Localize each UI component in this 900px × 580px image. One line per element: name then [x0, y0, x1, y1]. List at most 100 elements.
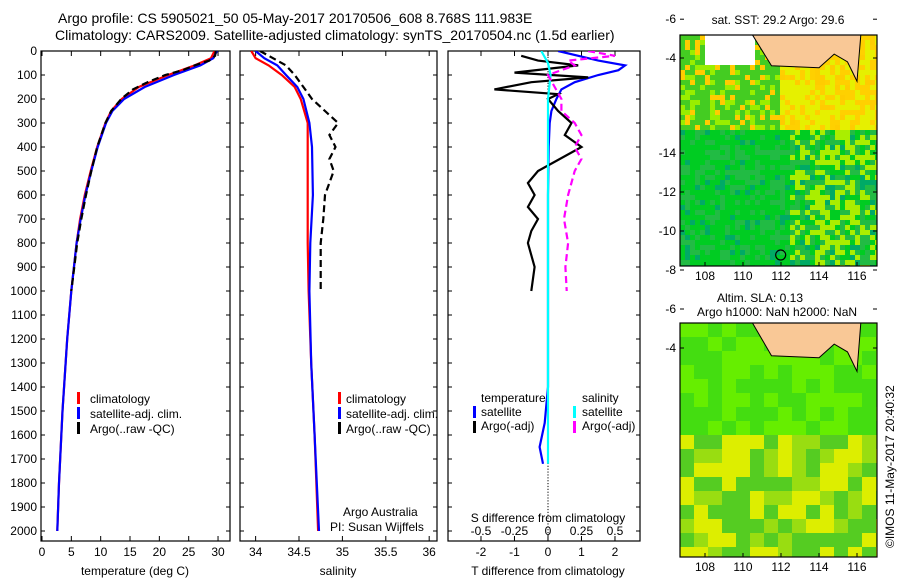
map-cell [750, 240, 755, 245]
map-cell [695, 45, 700, 50]
zero-line-dot [547, 483, 549, 485]
map-cell [690, 160, 695, 165]
map-cell [765, 80, 770, 85]
map-cell [830, 225, 835, 230]
map-cell [685, 150, 690, 155]
map-cell [795, 235, 800, 240]
map-cell [715, 215, 720, 220]
map-cell [775, 135, 780, 140]
map-cell [685, 230, 690, 235]
map-cell [835, 130, 840, 135]
map-cell [785, 190, 790, 195]
map-cell [860, 85, 865, 90]
map-cell [780, 195, 785, 200]
map-cell [750, 463, 764, 477]
map-cell [845, 85, 850, 90]
map-cell [765, 205, 770, 210]
map-cell [745, 230, 750, 235]
map-cell [860, 65, 865, 70]
map-cell [875, 65, 877, 70]
map-cell [870, 90, 875, 95]
zero-line-dot [547, 526, 549, 528]
map-cell [745, 100, 750, 105]
map-cell [825, 235, 830, 240]
map-cell [830, 115, 835, 120]
map-cell [850, 75, 855, 80]
map-cell [795, 95, 800, 100]
legend-label: Argo(-adj) [481, 419, 534, 433]
zero-line-dot [547, 508, 549, 511]
map-cell [780, 165, 785, 170]
map-cell [695, 140, 700, 145]
map-cell [694, 449, 708, 463]
map-cell [764, 463, 778, 477]
map-cell [725, 200, 730, 205]
map-cell [770, 100, 775, 105]
map-cell [715, 160, 720, 165]
map-cell [722, 379, 736, 393]
map-cell [680, 135, 685, 140]
map-cell [875, 205, 877, 210]
map-cell [730, 200, 735, 205]
map-cell [700, 175, 705, 180]
map-cell [860, 120, 865, 125]
map-cell [875, 180, 877, 185]
map-cell [830, 125, 835, 130]
map-cell [720, 80, 725, 85]
y-tick-label: 200 [17, 92, 37, 106]
map-cell [736, 421, 750, 435]
map-cell [715, 170, 720, 175]
map-cell [810, 160, 815, 165]
map-cell [755, 170, 760, 175]
map-cell [760, 75, 765, 80]
map-cell [845, 225, 850, 230]
map-cell [775, 105, 780, 110]
map-cell [760, 185, 765, 190]
map-field [680, 323, 877, 557]
map-cell [725, 65, 730, 70]
map-cell [750, 215, 755, 220]
map-cell [870, 225, 875, 230]
zero-line-dot [547, 529, 549, 531]
map-cell [875, 145, 877, 150]
map-cell [860, 90, 865, 95]
map-cell [805, 135, 810, 140]
map-cell [870, 60, 875, 65]
map-cell [850, 120, 855, 125]
map-cell [740, 230, 745, 235]
map-cell [740, 90, 745, 95]
map-cell [775, 225, 780, 230]
map-cell [700, 260, 705, 265]
map-cell [845, 90, 850, 95]
map-cell [705, 250, 710, 255]
map-cell [800, 205, 805, 210]
map-cell [825, 125, 830, 130]
map-cell [860, 200, 865, 205]
map-cell [860, 225, 865, 230]
map-cell [780, 200, 785, 205]
map-cell [730, 115, 735, 120]
map-cell [820, 145, 825, 150]
map-cell [870, 80, 875, 85]
map-cell [700, 185, 705, 190]
map-cell [805, 190, 810, 195]
map-cell [755, 255, 760, 260]
map-cell [865, 140, 870, 145]
map-cell [720, 260, 725, 265]
zero-line-dot [547, 506, 549, 508]
x-tick-label: 2 [612, 545, 619, 559]
map-cell [860, 115, 865, 120]
map-cell [750, 477, 764, 491]
map-cell [875, 115, 877, 120]
map-cell [790, 155, 795, 160]
map-cell [680, 519, 694, 533]
map-cell [862, 505, 876, 519]
map-cell [820, 533, 834, 547]
map-cell [820, 505, 834, 519]
map-cell [785, 100, 790, 105]
map-cell [685, 195, 690, 200]
map-cell [745, 190, 750, 195]
map-cell [745, 145, 750, 150]
map-cell [715, 140, 720, 145]
map-cell [695, 100, 700, 105]
